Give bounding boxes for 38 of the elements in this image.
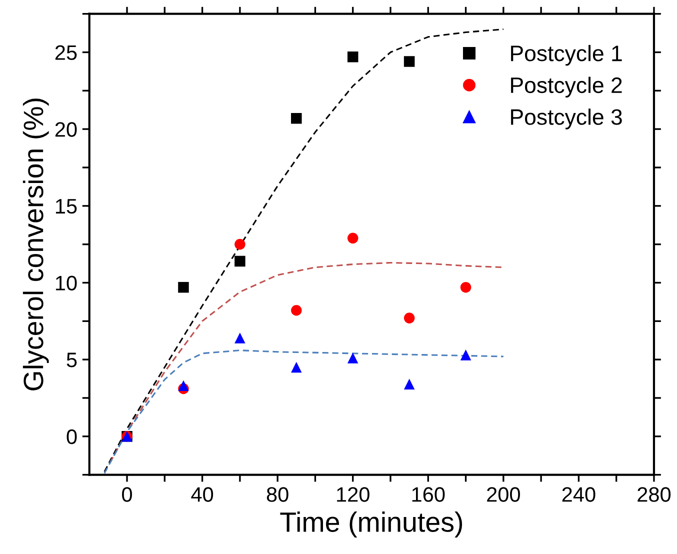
point (404, 312, 415, 324)
point (347, 232, 358, 244)
line-series (104, 28, 504, 472)
point (234, 332, 246, 344)
legend-label: Postcycle 1 (511, 44, 622, 66)
x-tick-label: 0 (122, 487, 132, 502)
point (347, 51, 358, 62)
line-series (104, 350, 504, 474)
point (291, 305, 302, 316)
point (347, 352, 358, 364)
y-tick-label: 20 (55, 122, 77, 137)
y-tick-label: 5 (66, 352, 77, 368)
point (178, 282, 189, 293)
x-tick-label: 200 (487, 487, 520, 502)
legend-label: Postcycle 2 (511, 76, 622, 98)
point (178, 380, 189, 392)
x-tick-label: 160 (412, 487, 445, 502)
x-tick-label: 40 (191, 487, 214, 502)
point (291, 112, 302, 124)
point (291, 362, 302, 373)
legend-label: Postcycle 3 (511, 108, 622, 130)
x-tick-label: 240 (562, 487, 596, 502)
x-tick-label: 280 (638, 487, 671, 502)
point (404, 56, 415, 67)
y-tick-label: 0 (66, 429, 77, 444)
y-tick-label: 10 (56, 276, 77, 290)
x-tick-label: 120 (337, 487, 370, 502)
x-axis-title: Time (minutes) (280, 512, 462, 538)
x-tick-label: 80 (266, 487, 288, 502)
line-series (109, 262, 504, 464)
point (404, 378, 415, 390)
point (234, 256, 246, 267)
point (460, 350, 472, 360)
point (234, 238, 246, 250)
point (460, 282, 472, 293)
y-axis-title: Glycerol conversion (%) (22, 98, 49, 390)
y-tick-label: 15 (56, 199, 77, 214)
y-tick-label: 25 (55, 45, 77, 60)
